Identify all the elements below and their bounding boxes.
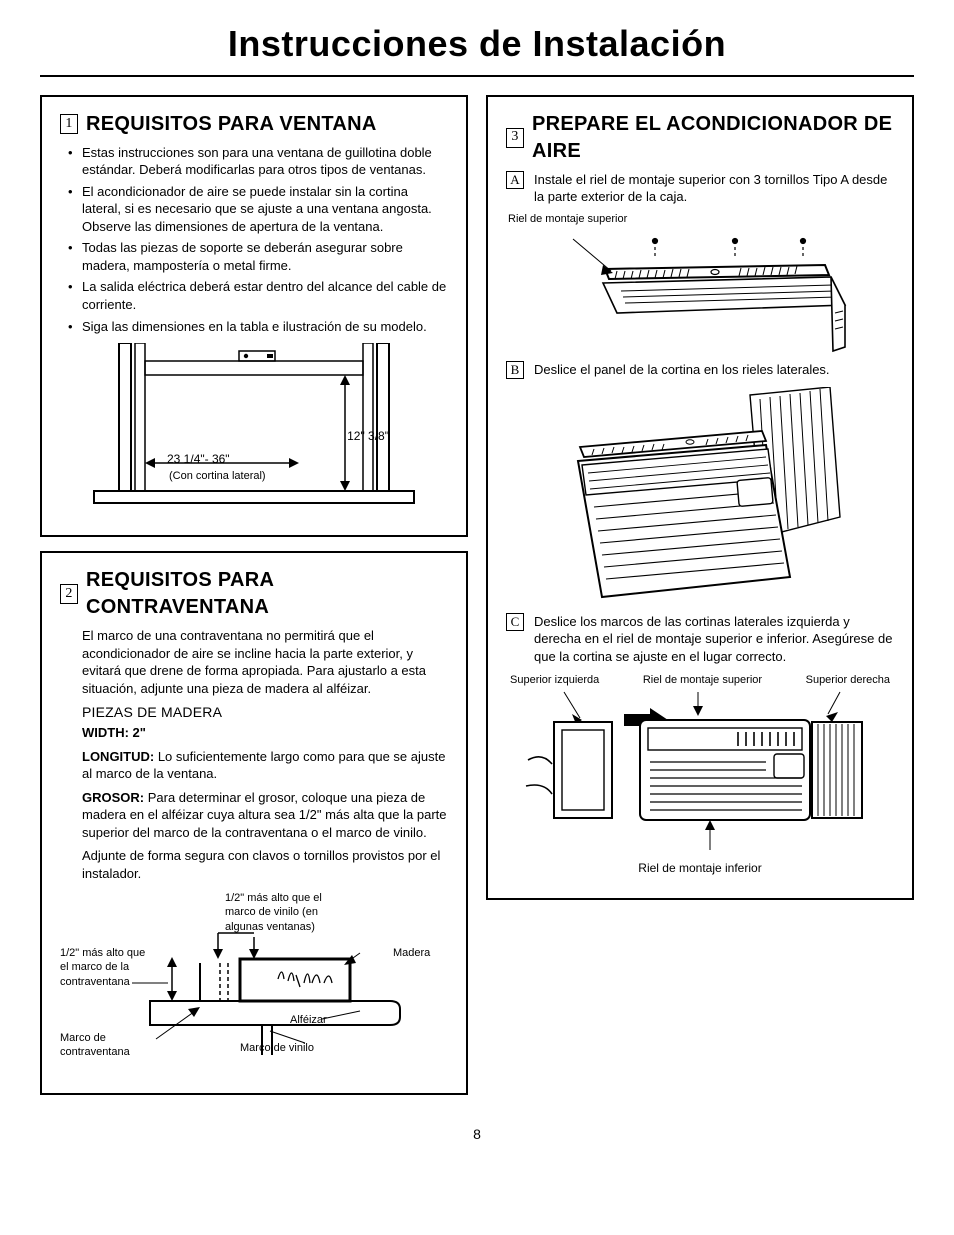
section3-title: 3 PREPARE EL ACONDICIONADOR DE AIRE bbox=[506, 111, 894, 165]
section1-number-box: 1 bbox=[60, 114, 78, 134]
section2-figure: 1/2" más alto que el marco de vinilo (en… bbox=[60, 891, 448, 1071]
longitud-label: LONGITUD: bbox=[82, 749, 154, 764]
caption-con-cortina: (Con cortina lateral) bbox=[169, 469, 266, 484]
section2-closing: Adjunte de forma segura con clavos o tor… bbox=[60, 847, 448, 882]
step-b-text: Deslice el panel de la cortina en los ri… bbox=[534, 361, 894, 379]
fig-a-caption: Riel de montaje superior bbox=[506, 212, 894, 227]
section1-bullet-list: Estas instrucciones son para una ventana… bbox=[60, 144, 448, 335]
sill-cross-section-icon bbox=[60, 891, 430, 1071]
page-number: 8 bbox=[40, 1125, 914, 1144]
figc-top-right-label: Superior derecha bbox=[806, 673, 890, 688]
step-b-letter: B bbox=[506, 361, 524, 379]
content-columns: 1 REQUISITOS PARA VENTANA Estas instrucc… bbox=[40, 95, 914, 1095]
section1-bullet: Siga las dimensiones en la tabla e ilust… bbox=[82, 318, 448, 336]
section2-intro: El marco de una contraventana no permiti… bbox=[60, 627, 448, 697]
left-column: 1 REQUISITOS PARA VENTANA Estas instrucc… bbox=[40, 95, 468, 1095]
grosor-label: GROSOR: bbox=[82, 790, 144, 805]
step-a-text: Instale el riel de montaje superior con … bbox=[534, 171, 894, 206]
step-c-text: Deslice los marcos de las cortinas later… bbox=[534, 613, 894, 666]
step-a: A Instale el riel de montaje superior co… bbox=[506, 171, 894, 206]
section2-title: 2 REQUISITOS PARA CONTRAVENTANA bbox=[60, 567, 448, 621]
fig-c: Superior izquierda Riel de montaje super… bbox=[506, 673, 894, 876]
section1-bullet: Estas instrucciones son para una ventana… bbox=[82, 144, 448, 179]
fig-a bbox=[506, 235, 894, 355]
step-a-letter: A bbox=[506, 171, 524, 189]
section-prepare-ac: 3 PREPARE EL ACONDICIONADOR DE AIRE A In… bbox=[486, 95, 914, 901]
section2-title-text: REQUISITOS PARA CONTRAVENTANA bbox=[86, 567, 448, 621]
section1-title: 1 REQUISITOS PARA VENTANA bbox=[60, 111, 448, 138]
section2-grosor: GROSOR: Para determinar el grosor, coloq… bbox=[60, 789, 448, 842]
section1-bullet: Todas las piezas de soporte se deberán a… bbox=[82, 239, 448, 274]
step-c: C Deslice los marcos de las cortinas lat… bbox=[506, 613, 894, 666]
curtain-frames-diagram-icon bbox=[520, 690, 880, 860]
section3-number-box: 3 bbox=[506, 128, 524, 148]
figc-top-left-label: Superior izquierda bbox=[510, 673, 599, 688]
step-b: B Deslice el panel de la cortina en los … bbox=[506, 361, 894, 379]
step-c-letter: C bbox=[506, 613, 524, 631]
section2-width: WIDTH: 2" bbox=[60, 724, 448, 742]
width-dimension-label: 23 1/4"- 36" bbox=[167, 451, 230, 467]
right-column: 3 PREPARE EL ACONDICIONADOR DE AIRE A In… bbox=[486, 95, 914, 1095]
figc-bottom-label: Riel de montaje inferior bbox=[506, 860, 894, 876]
section-window-requirements: 1 REQUISITOS PARA VENTANA Estas instrucc… bbox=[40, 95, 468, 537]
section3-title-text: PREPARE EL ACONDICIONADOR DE AIRE bbox=[532, 111, 894, 165]
section1-bullet: El acondicionador de aire se puede insta… bbox=[82, 183, 448, 236]
section2-longitud: LONGITUD: Lo suficientemente largo como … bbox=[60, 748, 448, 783]
slide-curtain-diagram-icon bbox=[540, 387, 860, 607]
section2-subhead: PIEZAS DE MADERA bbox=[60, 703, 448, 722]
top-rail-diagram-icon bbox=[545, 235, 855, 355]
figc-top-center-label: Riel de montaje superior bbox=[643, 673, 762, 688]
fig-b bbox=[506, 387, 894, 607]
page-title: Instrucciones de Instalación bbox=[40, 20, 914, 77]
height-dimension-label: 12" 3/8" bbox=[347, 428, 389, 444]
section1-bullet: La salida eléctrica deberá estar dentro … bbox=[82, 278, 448, 313]
section-storm-window-requirements: 2 REQUISITOS PARA CONTRAVENTANA El marco… bbox=[40, 551, 468, 1094]
section2-number-box: 2 bbox=[60, 584, 78, 604]
section1-figure: 12" 3/8" 23 1/4"- 36" (Con cortina later… bbox=[60, 343, 448, 513]
section1-title-text: REQUISITOS PARA VENTANA bbox=[86, 111, 377, 138]
